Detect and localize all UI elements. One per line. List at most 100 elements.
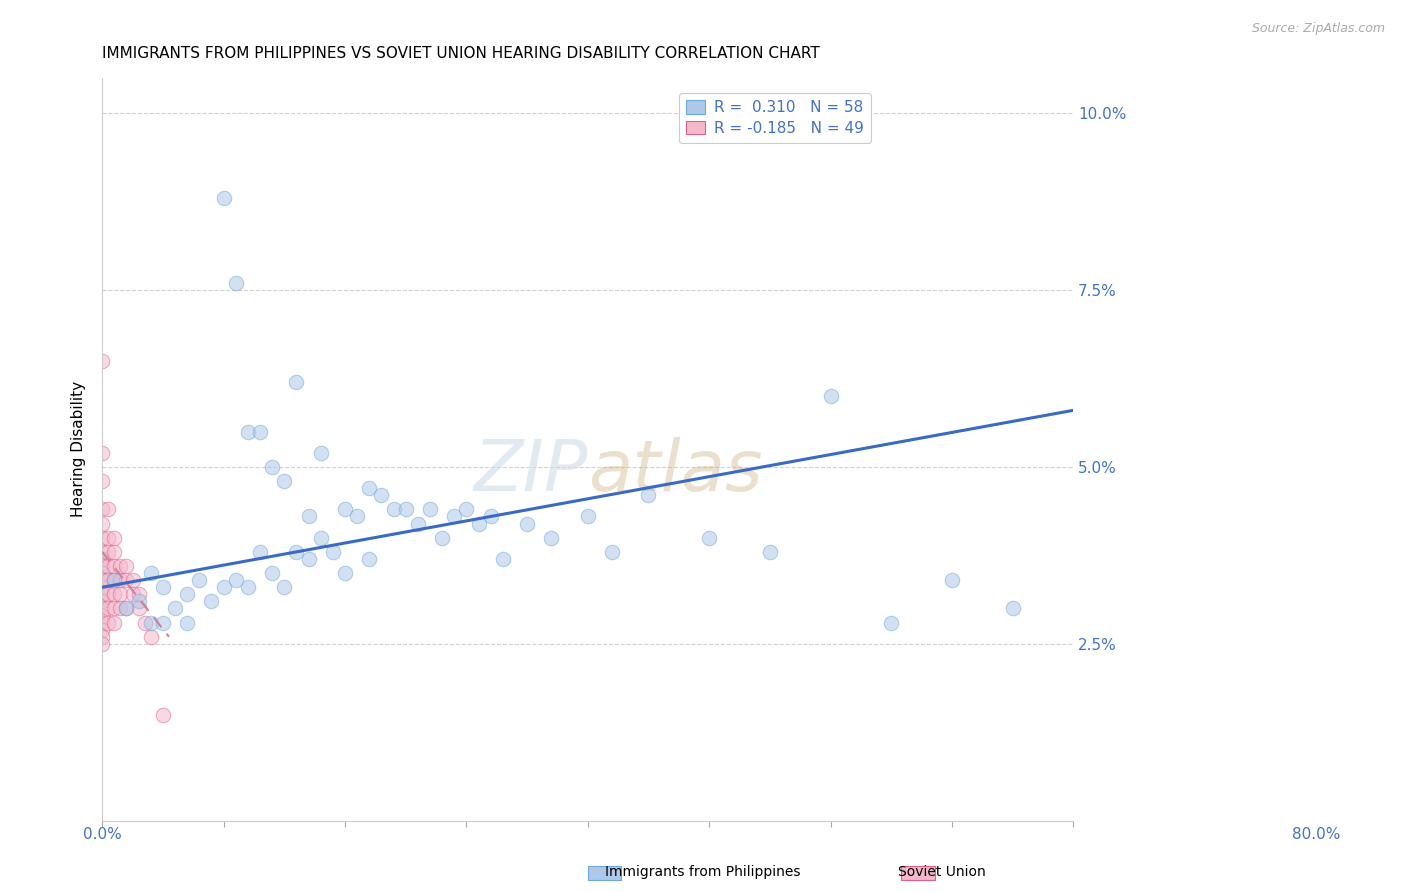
Point: [395, 502, 418, 516]
Text: Immigrants from Philippines: Immigrants from Philippines: [605, 865, 801, 880]
Point: [97, 559, 120, 574]
Point: [262, 459, 284, 474]
Point: [540, 531, 562, 545]
Point: [128, 594, 150, 608]
Point: [492, 552, 515, 566]
Point: [467, 516, 489, 531]
Point: [110, 601, 132, 615]
Y-axis label: Hearing Disability: Hearing Disability: [72, 381, 86, 517]
Point: [285, 545, 308, 559]
Point: [430, 531, 453, 545]
Point: [91, 623, 114, 637]
Point: [382, 502, 405, 516]
Point: [97, 545, 120, 559]
Point: [97, 601, 120, 615]
Point: [91, 545, 114, 559]
Point: [103, 531, 125, 545]
Point: [273, 474, 295, 488]
Point: [297, 509, 319, 524]
Point: [91, 573, 114, 587]
Point: [91, 608, 114, 623]
Point: [443, 509, 465, 524]
Point: [91, 474, 114, 488]
Point: [121, 587, 143, 601]
Point: [152, 707, 174, 722]
Bar: [588, 866, 621, 880]
Point: [91, 630, 114, 644]
Point: [637, 488, 659, 502]
Point: [91, 531, 114, 545]
Point: [359, 481, 381, 495]
Point: [941, 573, 963, 587]
Point: [128, 601, 150, 615]
Point: [359, 552, 381, 566]
Point: [697, 531, 720, 545]
Point: [346, 509, 368, 524]
Point: [91, 446, 114, 460]
Point: [91, 615, 114, 630]
Point: [225, 573, 247, 587]
Point: [115, 559, 138, 574]
Point: [134, 615, 156, 630]
Point: [236, 580, 259, 594]
Point: [297, 552, 319, 566]
Point: [225, 276, 247, 290]
Point: [236, 425, 259, 439]
Text: IMMIGRANTS FROM PHILIPPINES VS SOVIET UNION HEARING DISABILITY CORRELATION CHART: IMMIGRANTS FROM PHILIPPINES VS SOVIET UN…: [103, 46, 820, 62]
Point: [110, 573, 132, 587]
Point: [820, 389, 842, 403]
Point: [600, 545, 623, 559]
Point: [110, 559, 132, 574]
Point: [285, 375, 308, 389]
Point: [139, 630, 162, 644]
Legend: R =  0.310   N = 58, R = -0.185   N = 49: R = 0.310 N = 58, R = -0.185 N = 49: [679, 93, 872, 144]
Point: [152, 580, 174, 594]
Point: [97, 587, 120, 601]
Point: [103, 545, 125, 559]
Point: [200, 594, 222, 608]
Point: [212, 191, 235, 205]
Point: [97, 502, 120, 516]
Point: [91, 552, 114, 566]
Text: 80.0%: 80.0%: [1292, 827, 1340, 842]
Point: [91, 559, 114, 574]
Point: [103, 573, 125, 587]
Point: [128, 587, 150, 601]
Point: [139, 615, 162, 630]
Point: [91, 601, 114, 615]
Point: [163, 601, 186, 615]
Point: [91, 587, 114, 601]
Point: [103, 601, 125, 615]
Point: [91, 516, 114, 531]
Point: [576, 509, 599, 524]
Point: [115, 573, 138, 587]
Point: [309, 531, 332, 545]
Point: [91, 502, 114, 516]
Point: [139, 566, 162, 580]
Point: [91, 580, 114, 594]
Point: [479, 509, 502, 524]
Bar: [901, 866, 935, 880]
Point: [103, 559, 125, 574]
Point: [103, 615, 125, 630]
Text: atlas: atlas: [588, 437, 762, 506]
Point: [249, 545, 271, 559]
Point: [333, 502, 356, 516]
Text: 0.0%: 0.0%: [83, 827, 121, 842]
Text: Source: ZipAtlas.com: Source: ZipAtlas.com: [1251, 22, 1385, 36]
Point: [759, 545, 782, 559]
Text: ZIP: ZIP: [474, 437, 588, 506]
Point: [880, 615, 903, 630]
Point: [97, 615, 120, 630]
Point: [406, 516, 429, 531]
Point: [419, 502, 441, 516]
Point: [309, 446, 332, 460]
Point: [115, 601, 138, 615]
Point: [322, 545, 344, 559]
Point: [273, 580, 295, 594]
Point: [103, 587, 125, 601]
Point: [516, 516, 538, 531]
Point: [333, 566, 356, 580]
Point: [188, 573, 211, 587]
Point: [212, 580, 235, 594]
